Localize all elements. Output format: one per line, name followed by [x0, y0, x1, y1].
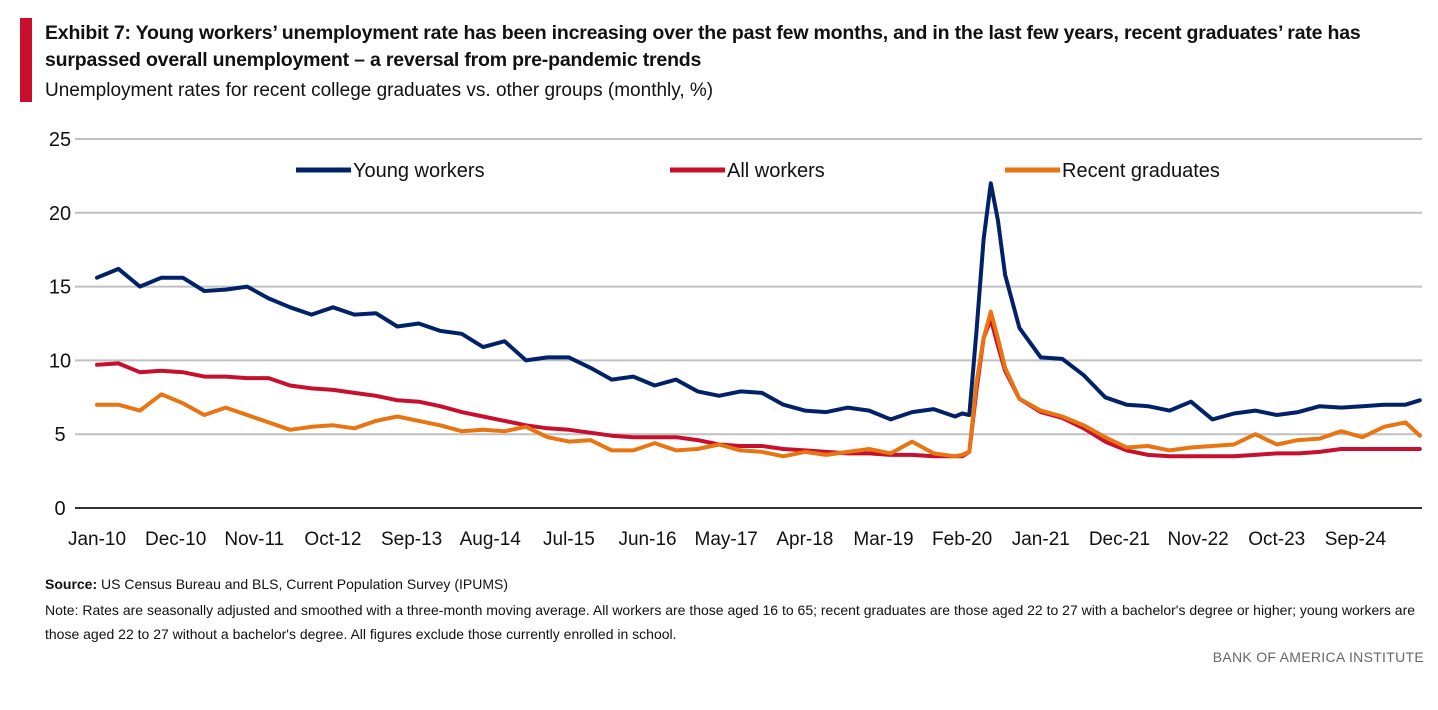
- x-tick-label: Jun-16: [618, 529, 676, 550]
- y-tick-label: 20: [49, 203, 71, 225]
- x-tick-label: Sep-24: [1325, 529, 1387, 550]
- x-tick-label: Oct-23: [1248, 529, 1305, 550]
- note: Note: Rates are seasonally adjusted and …: [45, 602, 1416, 642]
- y-tick-label: 5: [54, 424, 65, 446]
- x-tick-label: Aug-14: [460, 529, 522, 550]
- x-tick-label: Jan-10: [68, 529, 126, 550]
- brand-logo-text: BANK OF AMERICA INSTITUTE: [1212, 649, 1424, 665]
- chart-title: Exhibit 7: Young workers’ unemployment r…: [45, 22, 1361, 71]
- y-tick-label: 10: [49, 350, 71, 372]
- x-tick-label: Jul-15: [543, 529, 595, 550]
- line-chart: 0 5 10 15 20 25 Jan-10 Dec-10 Nov-11 Oct-12 Sep-13…: [49, 129, 1422, 550]
- x-tick-label: Nov-22: [1167, 529, 1228, 550]
- series-line-young-workers: [95, 181, 1422, 422]
- x-tick-label: Apr-18: [776, 529, 833, 550]
- x-tick-label: Dec-10: [145, 529, 206, 550]
- legend-label: All workers: [727, 160, 825, 182]
- x-tick-label: May-17: [695, 529, 758, 550]
- accent-bar: [20, 18, 32, 102]
- x-tick-label: Nov-11: [224, 529, 284, 550]
- y-tick-label: 15: [49, 277, 71, 299]
- series-line-all-workers: [95, 317, 1422, 459]
- x-tick-label: Oct-12: [304, 529, 361, 550]
- x-tick-label: Sep-13: [381, 529, 442, 550]
- y-tick-label: 25: [49, 129, 71, 151]
- source-label: Source:: [45, 576, 98, 592]
- x-tick-label: Mar-19: [853, 529, 913, 550]
- series-line-recent-graduates: [95, 309, 1422, 459]
- legend-label: Recent graduates: [1062, 160, 1220, 182]
- x-tick-label: Jan-21: [1012, 529, 1070, 550]
- source: Source: US Census Bureau and BLS, Curren…: [45, 576, 508, 592]
- y-tick-label: 0: [54, 498, 65, 520]
- x-tick-label: Feb-20: [932, 529, 992, 550]
- legend-label: Young workers: [353, 160, 485, 182]
- source-text: US Census Bureau and BLS, Current Popula…: [97, 576, 508, 592]
- x-tick-label: Dec-21: [1089, 529, 1150, 550]
- chart-subtitle: Unemployment rates for recent college gr…: [45, 80, 714, 101]
